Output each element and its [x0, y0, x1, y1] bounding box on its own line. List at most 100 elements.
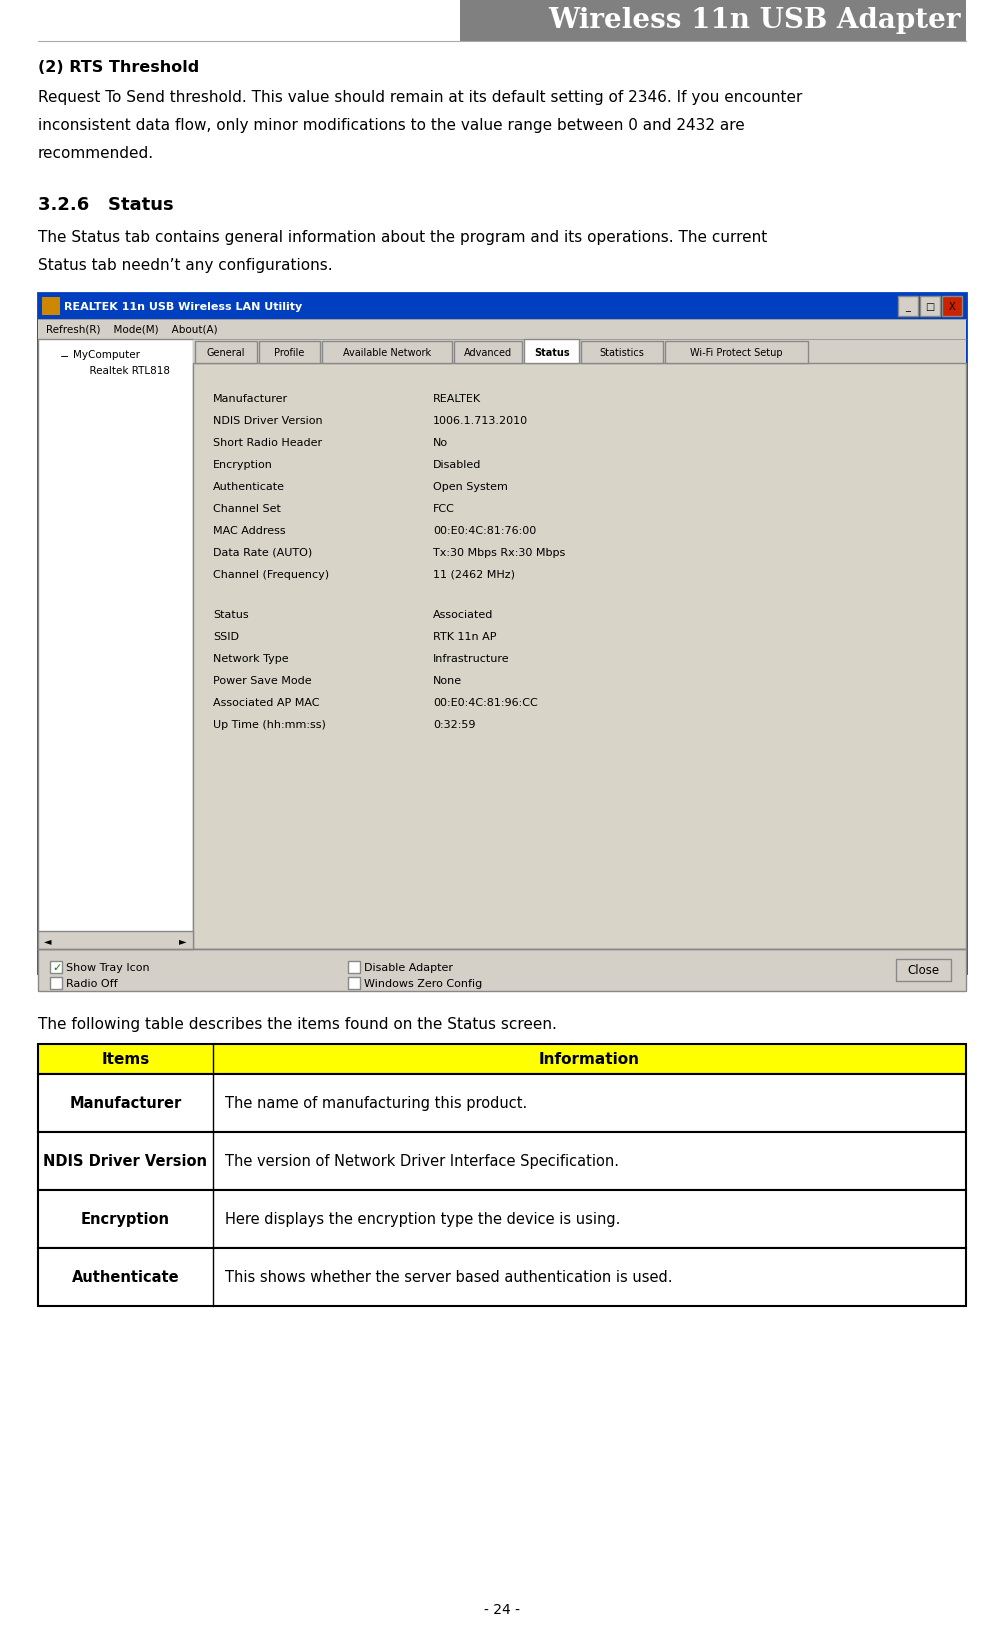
Text: Wireless 11n USB Adapter: Wireless 11n USB Adapter — [548, 8, 960, 34]
Text: 1006.1.713.2010: 1006.1.713.2010 — [432, 416, 528, 425]
Text: FCC: FCC — [432, 504, 454, 513]
Text: Here displays the encryption type the device is using.: Here displays the encryption type the de… — [225, 1211, 620, 1227]
Text: Disable Adapter: Disable Adapter — [364, 962, 452, 973]
Text: Status tab needn’t any configurations.: Status tab needn’t any configurations. — [38, 258, 332, 272]
Bar — [941, 297, 961, 316]
Bar — [38, 1133, 965, 1190]
Bar — [259, 342, 320, 363]
Text: Status: Status — [534, 347, 569, 357]
Text: The Status tab contains general information about the program and its operations: The Status tab contains general informat… — [38, 230, 766, 244]
Bar — [38, 1190, 965, 1249]
Text: Manufacturer: Manufacturer — [69, 1095, 182, 1110]
Text: −: − — [60, 352, 69, 362]
Text: Open System: Open System — [432, 482, 508, 492]
Bar — [195, 342, 257, 363]
Text: 3.2.6   Status: 3.2.6 Status — [38, 196, 174, 214]
Text: Request To Send threshold. This value should remain at its default setting of 23: Request To Send threshold. This value sh… — [38, 90, 801, 104]
Text: The version of Network Driver Interface Specification.: The version of Network Driver Interface … — [225, 1154, 619, 1169]
Text: General: General — [207, 347, 245, 357]
Text: ✓: ✓ — [52, 962, 61, 973]
Text: The name of manufacturing this product.: The name of manufacturing this product. — [225, 1095, 527, 1110]
Text: 00:E0:4C:81:96:CC: 00:E0:4C:81:96:CC — [432, 698, 538, 707]
Bar — [453, 342, 522, 363]
Bar — [38, 1249, 965, 1306]
Text: Encryption: Encryption — [213, 460, 273, 469]
Text: Refresh(R)    Mode(M)    About(A): Refresh(R) Mode(M) About(A) — [46, 324, 218, 334]
Text: Short Radio Header: Short Radio Header — [213, 438, 322, 448]
Text: Infrastructure: Infrastructure — [432, 654, 510, 663]
Bar — [42, 298, 60, 316]
Text: This shows whether the server based authentication is used.: This shows whether the server based auth… — [225, 1270, 672, 1284]
Bar — [348, 978, 360, 989]
Text: Authenticate: Authenticate — [213, 482, 285, 492]
Text: Wi-Fi Protect Setup: Wi-Fi Protect Setup — [690, 347, 782, 357]
Text: MyComputer: MyComputer — [73, 350, 139, 360]
Bar — [38, 293, 965, 973]
Text: NDIS Driver Version: NDIS Driver Version — [213, 416, 322, 425]
Text: Authenticate: Authenticate — [71, 1270, 180, 1284]
Text: Items: Items — [101, 1051, 149, 1068]
Bar — [919, 297, 939, 316]
Text: Profile: Profile — [274, 347, 304, 357]
Text: The following table describes the items found on the Status screen.: The following table describes the items … — [38, 1017, 557, 1032]
Bar — [524, 339, 579, 363]
Text: Advanced: Advanced — [463, 347, 512, 357]
Text: ►: ► — [180, 936, 187, 945]
Text: Information: Information — [539, 1051, 639, 1068]
Text: Channel Set: Channel Set — [213, 504, 281, 513]
Text: _: _ — [905, 302, 910, 311]
Text: Statistics: Statistics — [599, 347, 644, 357]
Text: None: None — [432, 675, 461, 686]
Text: Network Type: Network Type — [213, 654, 288, 663]
Text: Associated AP MAC: Associated AP MAC — [213, 698, 319, 707]
Bar — [38, 949, 965, 991]
Text: Windows Zero Config: Windows Zero Config — [364, 978, 481, 988]
Text: Encryption: Encryption — [81, 1211, 170, 1227]
Text: 00:E0:4C:81:76:00: 00:E0:4C:81:76:00 — [432, 526, 536, 536]
Text: MAC Address: MAC Address — [213, 526, 285, 536]
Bar — [38, 293, 965, 319]
Text: - 24 -: - 24 - — [483, 1602, 520, 1615]
Bar — [322, 342, 451, 363]
Text: Data Rate (AUTO): Data Rate (AUTO) — [213, 548, 312, 557]
Text: SSID: SSID — [213, 631, 239, 642]
Text: Up Time (hh:mm:ss): Up Time (hh:mm:ss) — [213, 719, 326, 730]
Text: Channel (Frequency): Channel (Frequency) — [213, 569, 329, 580]
Text: Disabled: Disabled — [432, 460, 480, 469]
Bar — [38, 1074, 965, 1133]
Text: (2) RTS Threshold: (2) RTS Threshold — [38, 60, 199, 75]
Text: □: □ — [925, 302, 934, 311]
Text: Available Network: Available Network — [343, 347, 430, 357]
Bar — [581, 342, 662, 363]
Bar — [664, 342, 807, 363]
Bar — [459, 0, 965, 42]
Text: REALTEK: REALTEK — [432, 394, 480, 404]
Bar — [348, 962, 360, 973]
Text: RTK 11n AP: RTK 11n AP — [432, 631, 496, 642]
Bar — [193, 363, 965, 949]
Text: 11 (2462 MHz): 11 (2462 MHz) — [432, 569, 515, 580]
Text: Associated: Associated — [432, 610, 492, 619]
Text: X: X — [948, 302, 955, 311]
Text: recommended.: recommended. — [38, 147, 154, 161]
Bar — [38, 1045, 965, 1074]
Text: Close: Close — [907, 963, 939, 976]
Text: Status: Status — [213, 610, 249, 619]
Text: Radio Off: Radio Off — [66, 978, 117, 988]
Bar — [38, 319, 965, 339]
Text: Tx:30 Mbps Rx:30 Mbps: Tx:30 Mbps Rx:30 Mbps — [432, 548, 565, 557]
Bar — [193, 339, 965, 363]
Text: Show Tray Icon: Show Tray Icon — [66, 962, 149, 973]
Text: Power Save Mode: Power Save Mode — [213, 675, 311, 686]
Bar — [50, 978, 62, 989]
Bar — [897, 297, 917, 316]
Text: Manufacturer: Manufacturer — [213, 394, 288, 404]
Text: Realtek RTL818: Realtek RTL818 — [83, 365, 170, 377]
Bar — [38, 339, 193, 949]
Text: No: No — [432, 438, 447, 448]
Text: ◄: ◄ — [44, 936, 52, 945]
Text: inconsistent data flow, only minor modifications to the value range between 0 an: inconsistent data flow, only minor modif… — [38, 117, 744, 134]
Text: NDIS Driver Version: NDIS Driver Version — [43, 1154, 208, 1169]
Text: 0:32:59: 0:32:59 — [432, 719, 475, 730]
Bar — [50, 962, 62, 973]
